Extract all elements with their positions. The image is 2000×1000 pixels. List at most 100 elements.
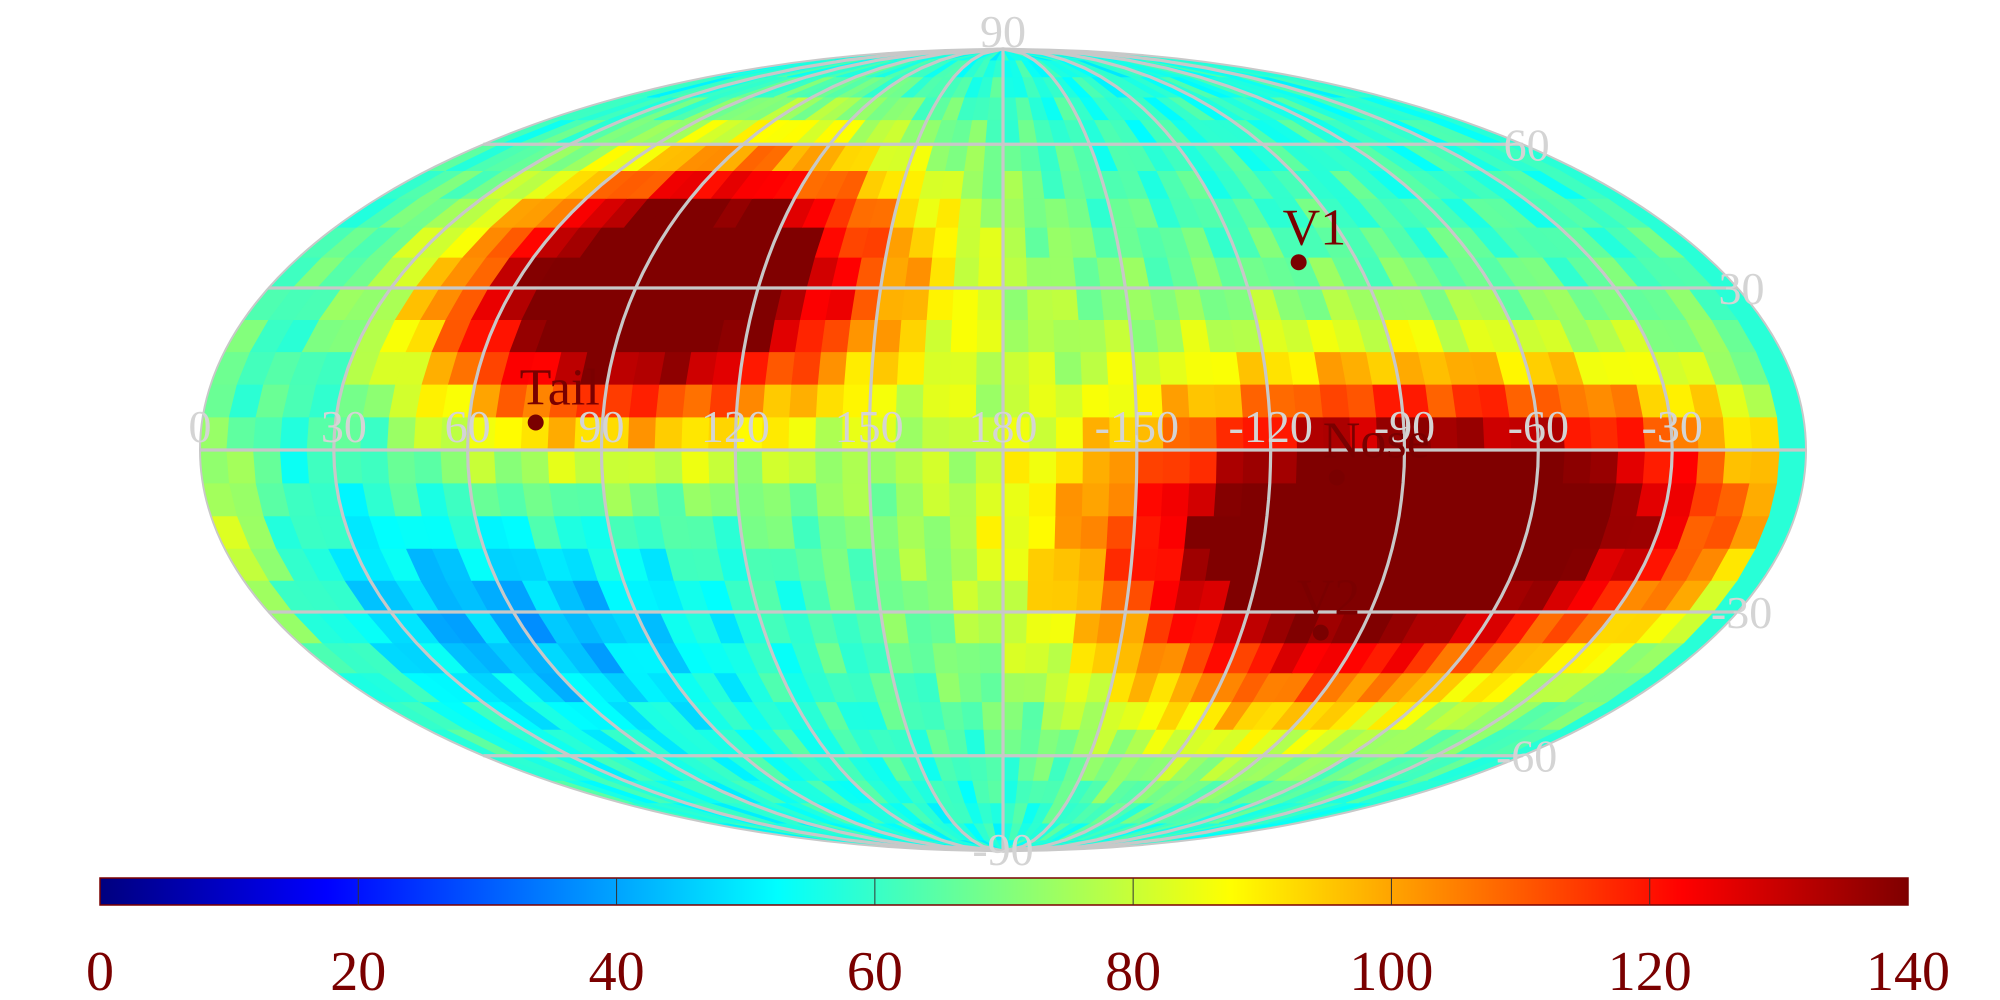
graticule-labels: -30 -60 -90 -120 -150 180 150 120 90 60 30 0 90 60 30 -… [189,6,1773,875]
heatmap-cell [978,256,1004,289]
heatmap-cell [923,515,952,549]
heatmap-cell [682,482,714,517]
heatmap-cell [950,319,979,353]
heatmap-cell [1129,319,1160,353]
heatmap-cell [1027,580,1055,613]
heatmap-cell [932,226,959,258]
longitude-line [466,47,1004,853]
heatmap-cell [976,351,1004,385]
heatmap-cell [844,351,874,385]
colorbar-tick-label: 20 [330,941,386,1000]
latitude-label: -90 [972,824,1033,875]
heatmap-cell [895,449,924,484]
heatmap-cell [1053,319,1082,353]
longitude-label: 0 [189,401,212,452]
heatmap-cell [901,287,930,321]
heatmap-cell [1189,416,1218,451]
heatmap-cell [1184,515,1215,549]
heatmap-cell [978,611,1004,644]
heatmap-cell [929,611,957,644]
heatmap-cell [964,729,987,757]
heatmap-cell [685,515,719,549]
heatmap-cell [1562,449,1593,484]
heatmap-cell [922,482,951,517]
heatmap-cell [1027,547,1056,581]
heatmap-cell [955,226,982,258]
heatmap-cell [870,515,900,549]
colorbar-tick-label: 0 [86,941,114,1000]
heatmap-cell [868,449,897,484]
heatmap-cell [935,197,962,228]
heatmap-cell [574,449,604,484]
heatmap-cell [908,226,937,258]
heatmap-cell [333,449,364,484]
heatmap-cell [1240,482,1271,517]
heatmap-cell [1132,515,1162,549]
heatmap-cell [976,515,1004,549]
heatmap-cell [1080,351,1110,385]
heatmap-cell [794,319,827,353]
heatmap-cell [1158,515,1189,549]
heatmap-cell [547,449,577,484]
heatmap-cell [953,611,980,644]
heatmap-cell [440,449,470,484]
heatmap-cell [789,482,819,517]
heatmap-cell [1213,482,1244,517]
heatmap-cell [788,416,817,451]
heatmap-cell [924,319,953,353]
heatmap-cell [1109,449,1138,484]
heatmap-cell [1187,383,1217,418]
heatmap-cell [1047,642,1074,674]
heatmap-cell [987,96,1004,121]
longitude-label: -60 [1508,401,1569,452]
heatmap-cell [870,351,900,385]
heatmap-cell [985,119,1004,145]
heatmap-cell [1076,287,1105,321]
heatmap-cell [1451,482,1484,517]
heatmap-cell [926,580,955,613]
heatmap-cell [817,351,848,385]
heatmap-cell [896,351,926,385]
heatmap-cell [655,482,687,517]
heatmap-cell [1482,449,1513,484]
heatmap-cell [1319,482,1351,517]
heatmap-cell [817,515,848,549]
heatmap-cell [761,449,791,484]
longitude-line [867,47,1004,853]
heatmap-cell [1749,449,1780,484]
heatmap-cell [960,701,985,730]
heatmap-cell [980,197,1004,228]
longitude-line [1002,47,1540,853]
heatmap-cell [1021,701,1046,730]
heatmap-cell [977,287,1004,321]
colorbar-tick-label: 140 [1866,941,1950,1000]
heatmap-cell [1210,515,1242,549]
heatmap-cell [279,416,310,451]
heatmap-cell [926,287,955,321]
heatmap-cell [1135,449,1165,484]
heatmap-cell [709,482,740,517]
heatmap-cell [979,226,1004,258]
heatmap-cell [1002,642,1027,674]
heatmap-cell [306,449,337,484]
heatmap-cell [815,482,846,517]
heatmap-cell [975,449,1004,484]
longitude-line [599,47,1004,853]
heatmap-cell [950,547,979,581]
heatmap-cell [1456,416,1486,451]
heatmap-cell [1002,256,1028,289]
heatmap-cell [386,449,417,484]
heatmap-cell [1002,226,1027,258]
heatmap-cell [1696,449,1727,484]
heatmap-cell [386,416,417,451]
heatmap-cell [1106,515,1136,549]
heatmap-cell [1002,119,1021,145]
heatmap-cell [955,642,982,674]
heatmap-cell [1429,449,1459,484]
heatmap-cell [1021,170,1046,199]
heatmap-cell [977,580,1004,613]
longitude-label: 150 [835,401,904,452]
heatmap-cell [935,672,962,703]
heatmap-cell [1669,449,1700,484]
